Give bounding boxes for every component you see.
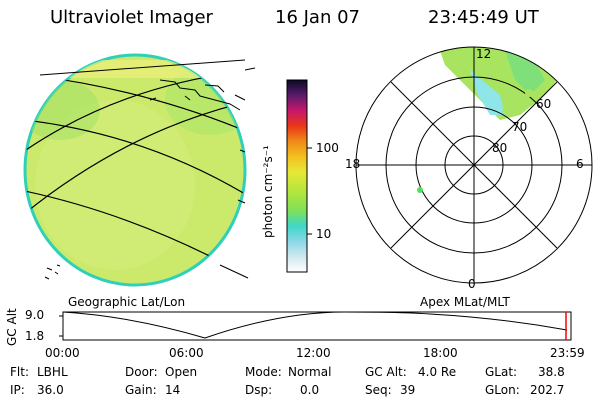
dsp-label: Dsp: [245, 383, 273, 397]
mlt-label-6: 6 [576, 157, 584, 171]
ip-label: IP: [10, 383, 25, 397]
earth-disk [23, 53, 256, 287]
altitude-ytick-9: 9.0 [25, 308, 45, 322]
color-bar [286, 79, 312, 273]
door-value: Open [165, 365, 198, 379]
seq-label: Seq: [365, 383, 392, 397]
glon-label: GLon: [485, 383, 520, 397]
gain-value: 14 [165, 383, 181, 397]
time-label: 23:45:49 UT [428, 7, 539, 28]
altitude-ytick-1-8: 1.8 [25, 329, 45, 343]
app-title: Ultraviolet Imager [50, 7, 213, 28]
polar-plot [355, 46, 593, 284]
glat-label: GLat: [485, 365, 518, 379]
gain-label: Gain: [125, 383, 157, 397]
glon-value: 202.7 [530, 383, 565, 397]
glat-value: 38.8 [538, 365, 565, 379]
altitude-xtick-0000: 00:00 [45, 346, 80, 360]
altitude-plot [59, 311, 572, 341]
altitude-xtick-2359: 23:59 [550, 346, 585, 360]
mlat-label-70: 70 [512, 120, 528, 134]
apex-map-label: Apex MLat/MLT [420, 295, 510, 309]
date-label: 16 Jan 07 [275, 7, 360, 28]
dsp-value: 0.0 [300, 383, 320, 397]
colorbar-unit-label: photon cm⁻²s⁻¹ [261, 145, 275, 238]
mlat-label-60: 60 [536, 97, 552, 111]
mlat-label-80: 80 [492, 141, 508, 155]
door-label: Door: [125, 365, 158, 379]
altitude-xtick-0600: 06:00 [169, 346, 204, 360]
mode-value: Normal [288, 365, 332, 379]
gc-alt-value: 4.0 Re [418, 365, 457, 379]
altitude-xtick-1200: 12:00 [296, 346, 331, 360]
flt-value: LBHL [37, 365, 68, 379]
mlt-label-0: 0 [468, 277, 476, 291]
colorbar-tick-100: 100 [316, 141, 339, 155]
mode-label: Mode: [245, 365, 282, 379]
flt-label: Flt: [10, 365, 29, 379]
altitude-xtick-1800: 18:00 [423, 346, 458, 360]
ip-value: 36.0 [37, 383, 64, 397]
altitude-ylabel: GC Alt [5, 308, 19, 346]
seq-value: 39 [400, 383, 416, 397]
mlt-label-18: 18 [345, 157, 361, 171]
geo-map-label: Geographic Lat/Lon [68, 295, 186, 309]
gc-alt-label: GC Alt: [365, 365, 407, 379]
colorbar-tick-10: 10 [316, 227, 332, 241]
mlt-label-12: 12 [476, 47, 492, 61]
